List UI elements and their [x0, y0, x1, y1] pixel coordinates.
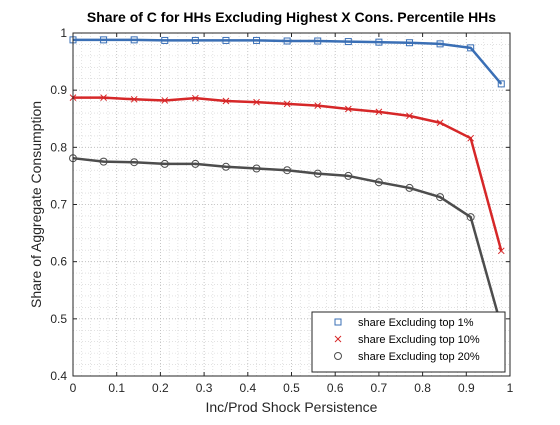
x-tick-label: 0.1 [108, 381, 125, 395]
y-tick-label: 0.8 [50, 140, 67, 154]
y-axis-label: Share of Aggregate Consumption [28, 101, 44, 308]
x-tick-label: 0.8 [414, 381, 431, 395]
x-tick-label: 0.3 [196, 381, 213, 395]
x-tick-label: 0.2 [152, 381, 169, 395]
legend-label: share Excluding top 1% [358, 317, 474, 329]
legend-label: share Excluding top 20% [358, 351, 480, 363]
legend-label: share Excluding top 10% [358, 334, 480, 346]
y-tick-label: 0.5 [50, 312, 67, 326]
x-tick-label: 0.7 [371, 381, 388, 395]
legend: share Excluding top 1% share Excluding to… [312, 312, 505, 372]
y-tick-label: 0.7 [50, 198, 67, 212]
x-tick-label: 0.5 [283, 381, 300, 395]
x-axis-label: Inc/Prod Shock Persistence [206, 399, 378, 415]
chart-title: Share of C for HHs Excluding Highest X C… [87, 9, 496, 25]
x-tick-label: 0 [70, 381, 77, 395]
x-tick-label: 0.6 [327, 381, 344, 395]
y-tick-label: 1 [60, 26, 67, 40]
y-tick-label: 0.9 [50, 83, 67, 97]
y-tick-label: 0.6 [50, 255, 67, 269]
x-tick-label: 0.4 [239, 381, 256, 395]
y-tick-label: 0.4 [50, 369, 67, 383]
x-tick-label: 0.9 [458, 381, 475, 395]
x-tick-label: 1 [507, 381, 514, 395]
